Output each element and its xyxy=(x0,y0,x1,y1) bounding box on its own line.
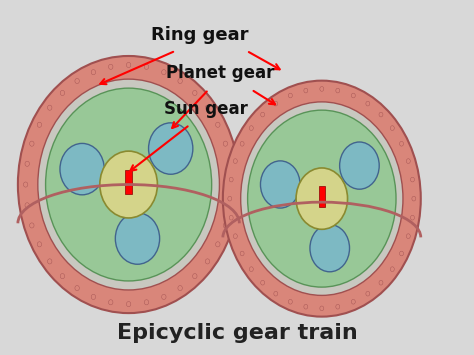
Ellipse shape xyxy=(406,234,410,239)
Ellipse shape xyxy=(60,274,64,279)
Ellipse shape xyxy=(144,64,149,69)
Text: Ring gear: Ring gear xyxy=(151,26,248,44)
Ellipse shape xyxy=(351,93,356,98)
Ellipse shape xyxy=(288,299,292,304)
Ellipse shape xyxy=(229,215,233,220)
Ellipse shape xyxy=(100,151,157,218)
Ellipse shape xyxy=(228,196,232,201)
Ellipse shape xyxy=(340,142,379,189)
Ellipse shape xyxy=(296,168,347,229)
FancyBboxPatch shape xyxy=(125,170,132,193)
Ellipse shape xyxy=(241,102,403,295)
Ellipse shape xyxy=(274,291,278,296)
Ellipse shape xyxy=(162,70,166,75)
Ellipse shape xyxy=(75,78,79,83)
Ellipse shape xyxy=(91,294,96,300)
Text: Planet gear: Planet gear xyxy=(166,64,275,82)
Ellipse shape xyxy=(115,213,160,264)
Ellipse shape xyxy=(46,88,212,281)
Ellipse shape xyxy=(249,126,253,130)
Ellipse shape xyxy=(23,182,28,187)
Ellipse shape xyxy=(37,242,42,247)
Ellipse shape xyxy=(223,141,228,146)
Ellipse shape xyxy=(216,122,220,127)
Ellipse shape xyxy=(162,294,166,300)
Ellipse shape xyxy=(38,79,219,290)
Ellipse shape xyxy=(379,280,383,285)
Ellipse shape xyxy=(304,304,308,309)
Ellipse shape xyxy=(91,70,96,75)
Ellipse shape xyxy=(412,196,416,201)
Ellipse shape xyxy=(60,143,104,195)
Ellipse shape xyxy=(240,141,244,146)
Ellipse shape xyxy=(274,101,278,106)
Ellipse shape xyxy=(229,182,234,187)
Ellipse shape xyxy=(320,306,324,311)
Ellipse shape xyxy=(60,91,64,95)
Ellipse shape xyxy=(144,300,149,305)
Ellipse shape xyxy=(400,141,403,146)
Ellipse shape xyxy=(240,251,244,256)
Ellipse shape xyxy=(261,112,264,117)
Ellipse shape xyxy=(391,267,394,272)
Ellipse shape xyxy=(400,251,403,256)
Ellipse shape xyxy=(336,88,340,93)
Ellipse shape xyxy=(25,203,29,208)
Ellipse shape xyxy=(336,304,340,309)
Ellipse shape xyxy=(391,126,394,130)
Text: Sun gear: Sun gear xyxy=(164,100,248,118)
Ellipse shape xyxy=(127,301,131,307)
Ellipse shape xyxy=(148,123,193,174)
Ellipse shape xyxy=(228,161,232,166)
Ellipse shape xyxy=(288,93,292,98)
Ellipse shape xyxy=(192,274,197,279)
Ellipse shape xyxy=(205,105,210,110)
Ellipse shape xyxy=(25,161,29,166)
Ellipse shape xyxy=(233,234,237,239)
Ellipse shape xyxy=(320,87,324,91)
Ellipse shape xyxy=(247,110,396,287)
Ellipse shape xyxy=(192,91,197,95)
FancyBboxPatch shape xyxy=(319,186,325,207)
Ellipse shape xyxy=(233,159,237,163)
Ellipse shape xyxy=(261,280,264,285)
Ellipse shape xyxy=(18,56,239,313)
Ellipse shape xyxy=(205,259,210,264)
Ellipse shape xyxy=(366,101,370,106)
Ellipse shape xyxy=(47,105,52,110)
Ellipse shape xyxy=(127,62,131,67)
Ellipse shape xyxy=(178,78,182,83)
Ellipse shape xyxy=(261,161,300,208)
Text: Epicyclic gear train: Epicyclic gear train xyxy=(117,323,357,343)
Ellipse shape xyxy=(249,267,253,272)
Ellipse shape xyxy=(304,88,308,93)
Ellipse shape xyxy=(109,64,113,69)
Ellipse shape xyxy=(410,215,414,220)
Ellipse shape xyxy=(30,141,34,146)
Ellipse shape xyxy=(351,299,356,304)
Ellipse shape xyxy=(47,259,52,264)
Ellipse shape xyxy=(30,223,34,228)
Ellipse shape xyxy=(216,242,220,247)
Ellipse shape xyxy=(178,285,182,291)
Ellipse shape xyxy=(109,300,113,305)
Ellipse shape xyxy=(228,203,232,208)
Ellipse shape xyxy=(410,177,414,182)
Ellipse shape xyxy=(229,177,233,182)
Ellipse shape xyxy=(406,159,410,163)
Ellipse shape xyxy=(379,112,383,117)
Ellipse shape xyxy=(223,223,228,228)
Ellipse shape xyxy=(37,122,42,127)
Ellipse shape xyxy=(310,225,349,272)
Ellipse shape xyxy=(223,81,421,317)
Ellipse shape xyxy=(75,285,79,291)
Ellipse shape xyxy=(366,291,370,296)
